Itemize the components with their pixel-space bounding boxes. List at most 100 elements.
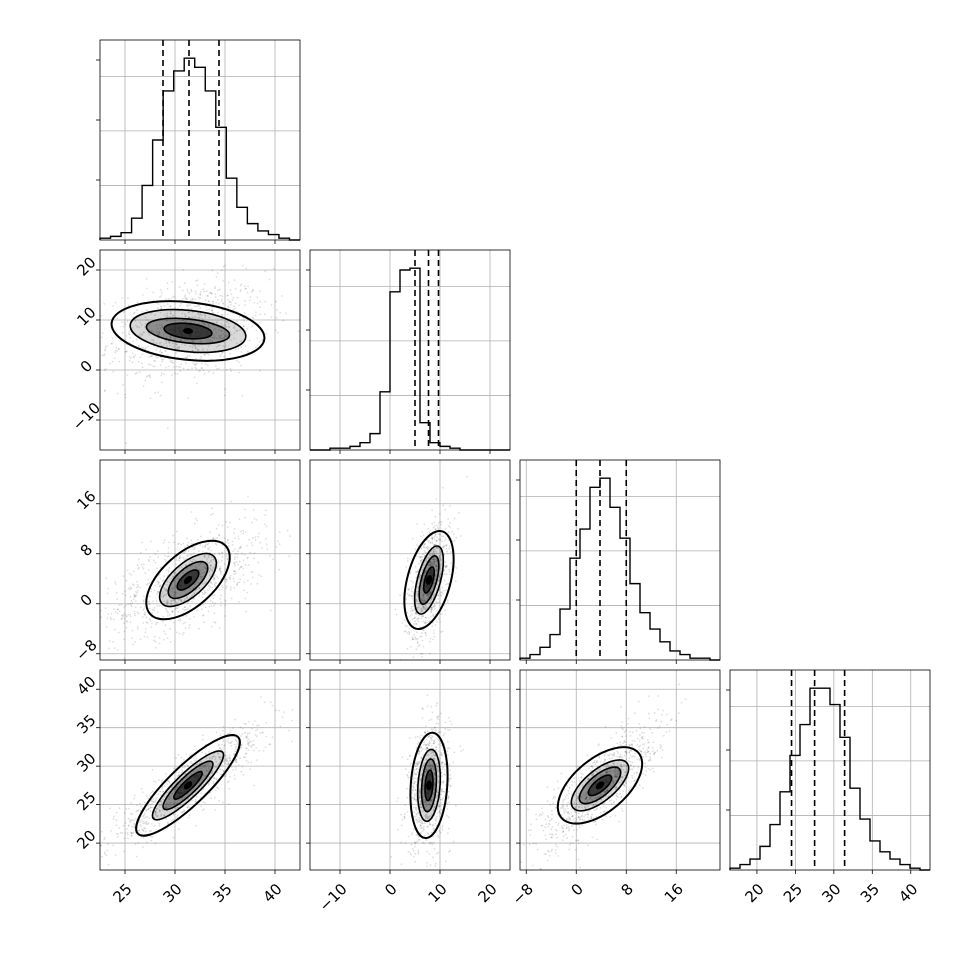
scatter-point — [631, 739, 634, 742]
scatter-point — [422, 578, 425, 581]
scatter-point — [417, 617, 420, 620]
scatter-point — [161, 787, 163, 790]
scatter-point — [156, 333, 159, 336]
scatter-point — [549, 870, 551, 872]
scatter-point — [227, 322, 230, 325]
scatter-point — [420, 749, 423, 752]
scatter-point — [417, 852, 420, 855]
scatter-point — [116, 612, 119, 615]
scatter-point — [423, 842, 425, 845]
scatter-point — [183, 766, 186, 769]
scatter-point — [250, 291, 253, 293]
scatter-point — [147, 558, 150, 561]
scatter-point — [203, 314, 206, 317]
scatter-point — [419, 760, 422, 763]
scatter-point — [254, 539, 257, 542]
scatter-point — [432, 758, 435, 760]
scatter-point — [419, 635, 422, 638]
scatter-point — [171, 342, 174, 345]
scatter-point — [218, 757, 221, 759]
scatter-point — [89, 884, 91, 886]
scatter-point — [170, 320, 173, 323]
scatter-point — [126, 833, 129, 836]
scatter-point — [152, 780, 155, 783]
scatter-point — [215, 777, 218, 780]
scatter-point — [409, 762, 412, 765]
scatter-point — [197, 312, 199, 315]
scatter-point — [107, 863, 110, 866]
scatter-point — [175, 572, 177, 575]
scatter-point — [421, 822, 424, 825]
scatter-point — [225, 369, 228, 371]
scatter-point — [448, 795, 450, 797]
scatter-point — [603, 802, 606, 805]
scatter-point — [204, 316, 207, 319]
scatter-point — [439, 754, 442, 756]
scatter-point — [141, 791, 144, 794]
scatter-point — [431, 597, 434, 600]
scatter-point — [433, 778, 436, 780]
scatter-point — [227, 763, 230, 766]
scatter-point — [177, 774, 180, 777]
scatter-point — [406, 796, 409, 799]
scatter-point — [147, 808, 150, 810]
scatter-point — [137, 567, 140, 570]
scatter-point — [421, 655, 423, 658]
scatter-point — [211, 569, 214, 572]
scatter-point — [629, 744, 632, 747]
scatter-point — [245, 752, 248, 755]
scatter-point — [194, 801, 197, 803]
scatter-point — [198, 575, 201, 578]
scatter-point — [420, 734, 423, 737]
scatter-point — [307, 315, 309, 317]
scatter-point — [159, 800, 162, 803]
scatter-point — [408, 588, 411, 590]
scatter-point — [416, 637, 419, 640]
scatter-point — [214, 574, 216, 577]
scatter-point — [233, 774, 236, 777]
scatter-point — [199, 573, 202, 576]
scatter-point — [210, 513, 212, 516]
scatter-point — [415, 800, 418, 802]
scatter-point — [410, 853, 412, 856]
scatter-point — [241, 394, 244, 397]
scatter-point — [425, 744, 427, 746]
scatter-point — [223, 744, 225, 747]
scatter-point — [428, 802, 430, 805]
scatter-point — [432, 827, 435, 830]
scatter-point — [149, 397, 152, 400]
scatter-point — [188, 806, 191, 809]
scatter-point — [423, 741, 426, 744]
scatter-point — [134, 595, 137, 598]
scatter-point — [567, 826, 570, 828]
scatter-point — [209, 340, 212, 343]
scatter-point — [446, 750, 449, 753]
scatter-point — [196, 348, 199, 351]
scatter-point — [429, 529, 432, 532]
scatter-point — [210, 556, 213, 558]
panel-2-3 — [516, 669, 721, 874]
scatter-point — [414, 815, 417, 818]
scatter-point — [410, 580, 413, 582]
scatter-point — [648, 741, 650, 744]
scatter-point — [459, 535, 462, 537]
scatter-point — [190, 321, 192, 323]
scatter-point — [138, 819, 141, 822]
scatter-point — [431, 608, 433, 611]
scatter-point — [432, 550, 435, 553]
scatter-point — [202, 369, 205, 372]
scatter-point — [442, 781, 445, 783]
scatter-point — [207, 300, 210, 303]
scatter-point — [449, 526, 451, 529]
scatter-point — [286, 529, 289, 532]
scatter-point — [412, 778, 414, 780]
scatter-point — [444, 773, 447, 776]
scatter-point — [183, 551, 186, 554]
scatter-point — [113, 357, 116, 359]
scatter-point — [436, 767, 439, 770]
scatter-point — [432, 809, 435, 812]
scatter-point — [415, 631, 418, 634]
scatter-point — [131, 637, 133, 639]
scatter-point — [453, 517, 456, 520]
scatter-point — [162, 591, 165, 593]
